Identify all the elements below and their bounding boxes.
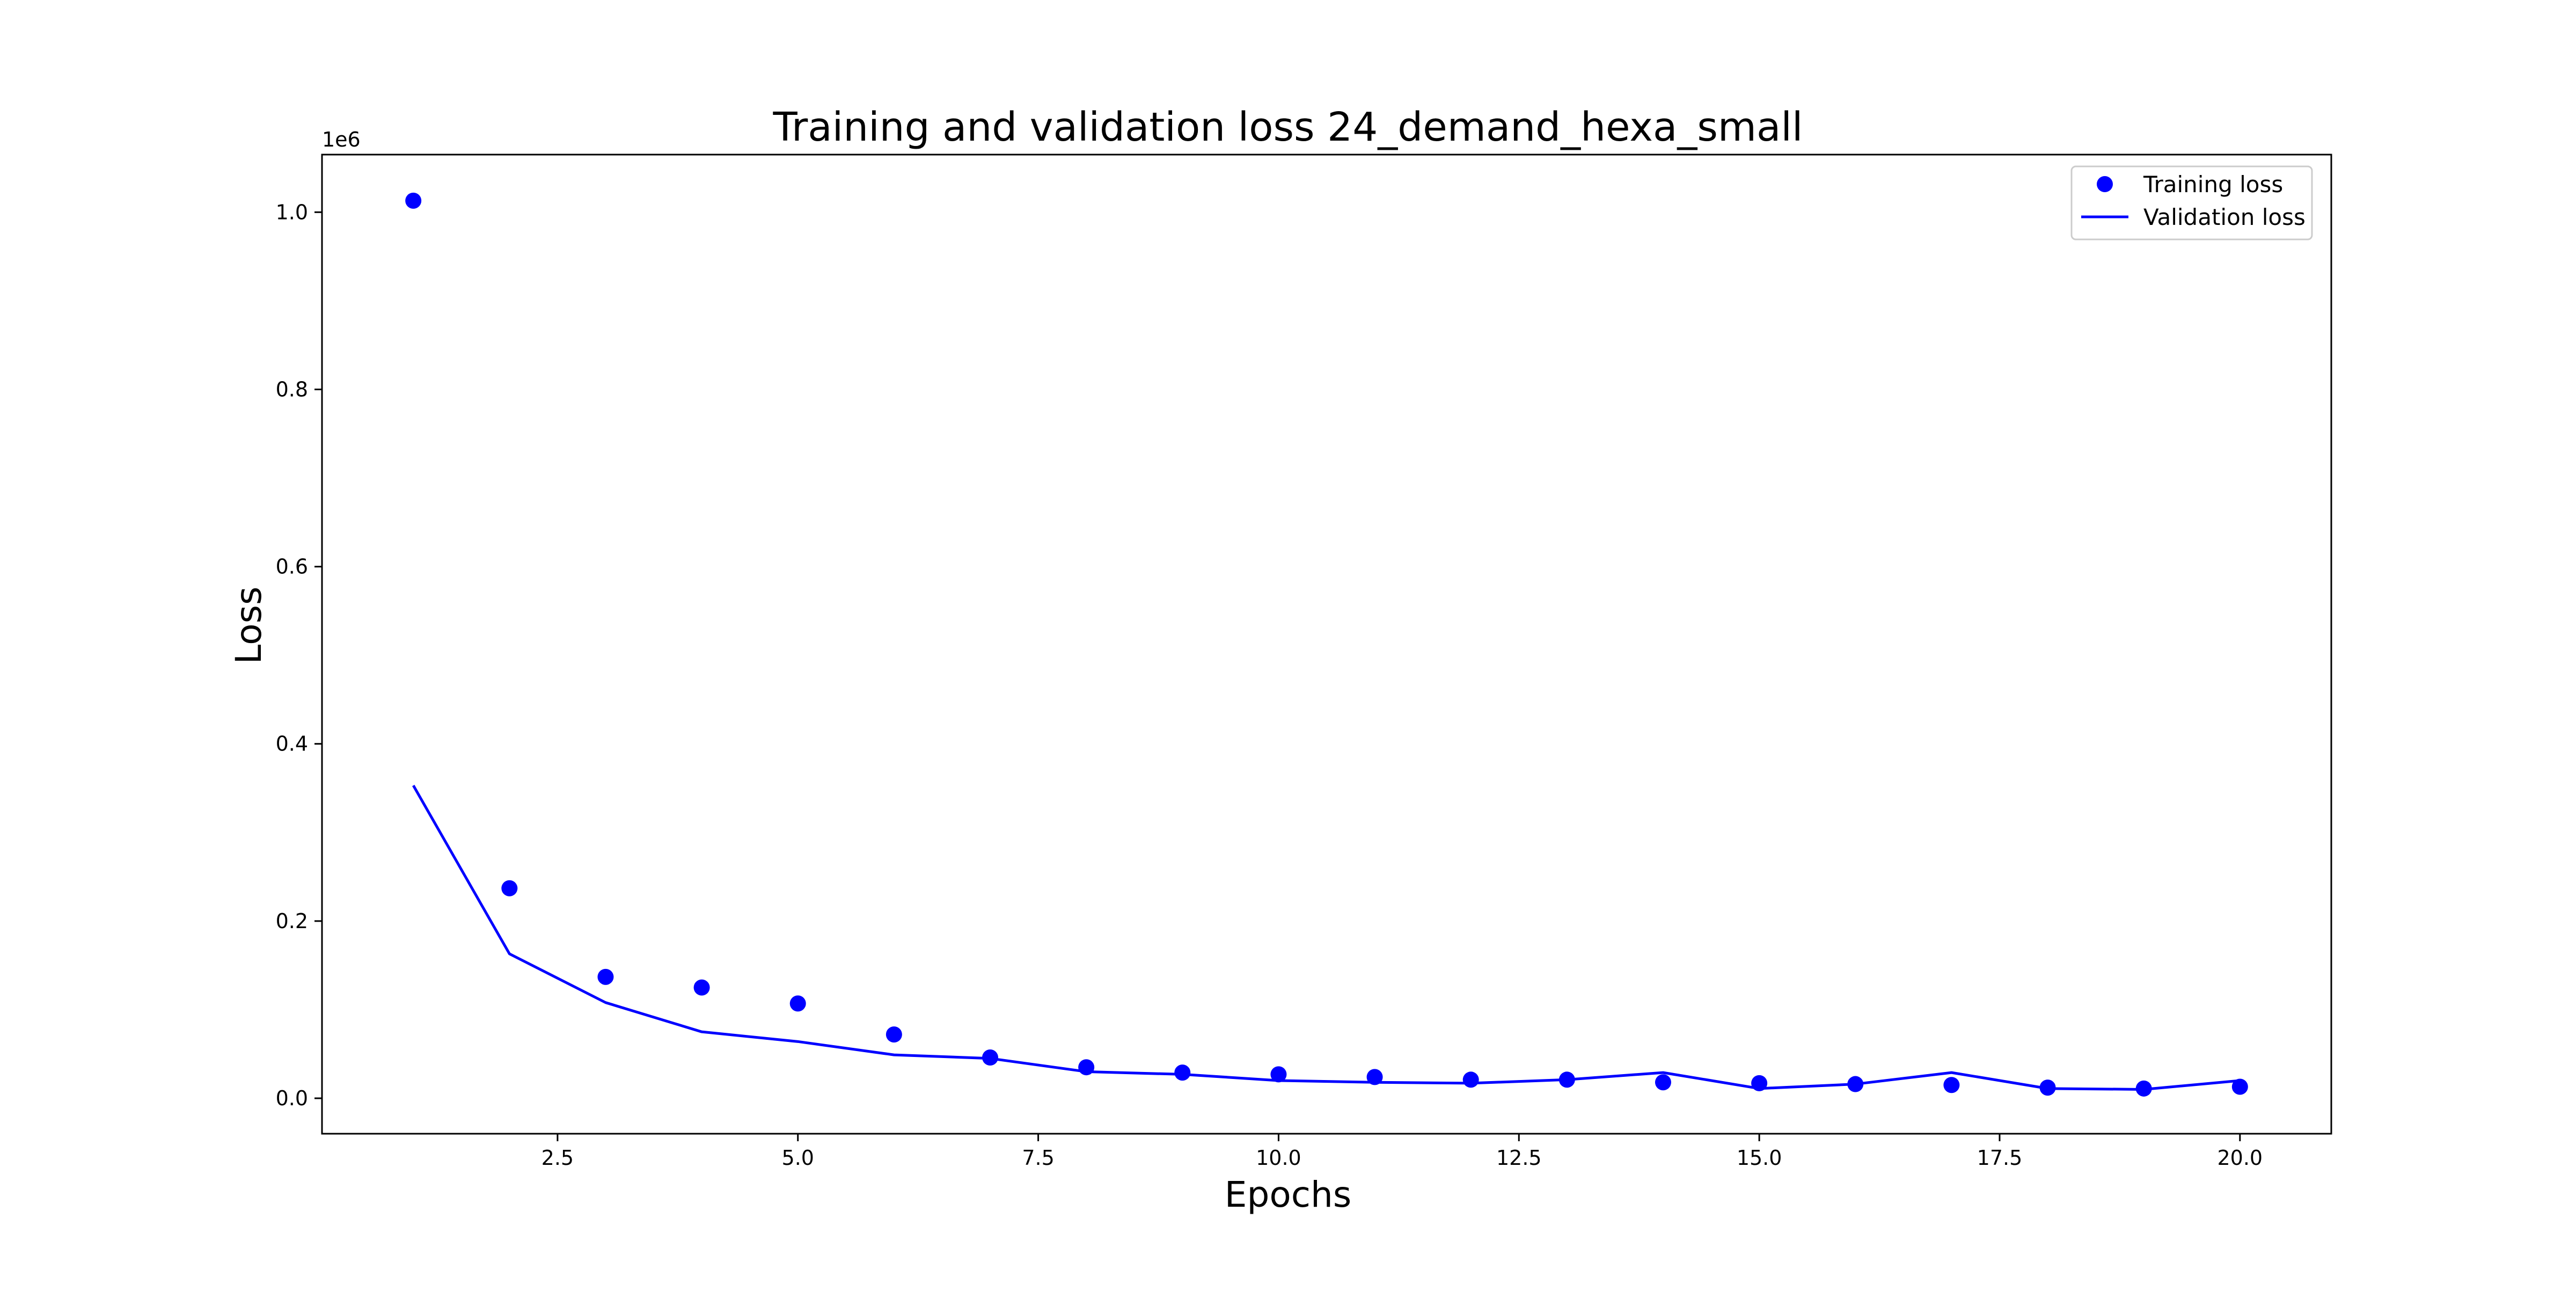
- x-tick-label: 17.5: [1977, 1146, 2023, 1170]
- y-axis-offset-label: 1e6: [322, 128, 361, 151]
- training-loss-point: [2135, 1080, 2152, 1097]
- y-tick-label: 0.8: [276, 377, 308, 401]
- training-loss-point: [1078, 1059, 1095, 1076]
- training-loss-point: [501, 880, 518, 896]
- training-loss-point: [982, 1049, 999, 1066]
- training-loss-point: [2039, 1080, 2056, 1096]
- series-layer: [405, 192, 2248, 1097]
- x-tick-label: 20.0: [2218, 1146, 2263, 1170]
- x-tick-label: 5.0: [782, 1146, 814, 1170]
- training-loss-point: [405, 192, 422, 209]
- training-loss-point: [789, 995, 806, 1012]
- legend: Training loss Validation loss: [2070, 165, 2313, 240]
- x-tick-label: 12.5: [1496, 1146, 1542, 1170]
- training-loss-point: [1462, 1071, 1479, 1088]
- y-tick-label: 0.6: [276, 555, 308, 579]
- training-loss-point: [1943, 1077, 1960, 1093]
- training-loss-point: [597, 968, 614, 985]
- legend-box: [2070, 165, 2313, 240]
- y-tick-label: 0.4: [276, 732, 308, 756]
- training-loss-point: [885, 1026, 902, 1043]
- training-loss-point: [1751, 1075, 1768, 1091]
- training-loss-point: [693, 979, 710, 996]
- x-tick-label: 2.5: [541, 1146, 574, 1170]
- y-tick-label: 0.2: [276, 909, 308, 933]
- y-tick-label: 1.0: [276, 200, 308, 224]
- training-loss-point: [1174, 1064, 1191, 1081]
- plot-frame: [321, 154, 2332, 1135]
- x-axis-title: Epochs: [1225, 1174, 1351, 1215]
- legend-training-label: Training loss: [2143, 171, 2283, 198]
- x-axis-ticks: 2.5 5.0 7.5 10.0 12.5 15.0 17.5 20.0: [541, 1134, 2263, 1170]
- training-loss-point: [1366, 1069, 1383, 1085]
- legend-validation-label: Validation loss: [2143, 204, 2306, 230]
- y-tick-label: 0.0: [276, 1086, 308, 1110]
- training-loss-point: [1270, 1066, 1287, 1083]
- y-axis-title: Loss: [228, 587, 269, 665]
- chart-title: Training and validation loss 24_demand_h…: [773, 104, 1803, 150]
- training-loss-point: [2231, 1078, 2248, 1095]
- y-axis-ticks: 0.0 0.2 0.4 0.6 0.8 1.0: [276, 200, 322, 1110]
- training-loss-point: [1655, 1074, 1671, 1091]
- legend-training-marker: [2097, 176, 2113, 192]
- x-tick-label: 10.0: [1256, 1146, 1301, 1170]
- training-loss-point: [1558, 1071, 1575, 1088]
- x-tick-label: 15.0: [1737, 1146, 1782, 1170]
- x-tick-label: 7.5: [1022, 1146, 1054, 1170]
- validation-loss-line: [412, 785, 2241, 1091]
- training-loss-point: [1847, 1076, 1864, 1092]
